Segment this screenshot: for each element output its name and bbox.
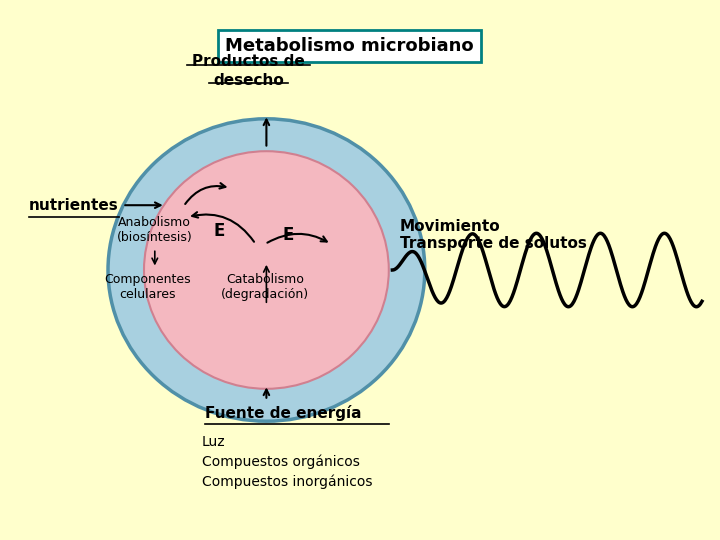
Ellipse shape — [144, 151, 389, 389]
Ellipse shape — [108, 119, 425, 421]
Text: Luz
Compuestos orgánicos
Compuestos inorgánicos: Luz Compuestos orgánicos Compuestos inor… — [202, 435, 372, 489]
Text: Catabolismo
(degradación): Catabolismo (degradación) — [221, 273, 309, 301]
Text: Movimiento
Transporte de solutos: Movimiento Transporte de solutos — [400, 219, 587, 251]
Text: Anabolismo
(biosíntesis): Anabolismo (biosíntesis) — [117, 215, 193, 244]
Text: nutrientes: nutrientes — [29, 198, 119, 213]
Text: Fuente de energía: Fuente de energía — [205, 405, 361, 421]
Text: Metabolismo microbiano: Metabolismo microbiano — [225, 37, 474, 55]
Text: Productos de
desecho: Productos de desecho — [192, 55, 305, 88]
Text: Componentes
celulares: Componentes celulares — [104, 273, 191, 301]
Text: E: E — [214, 222, 225, 240]
Text: E: E — [282, 226, 294, 244]
